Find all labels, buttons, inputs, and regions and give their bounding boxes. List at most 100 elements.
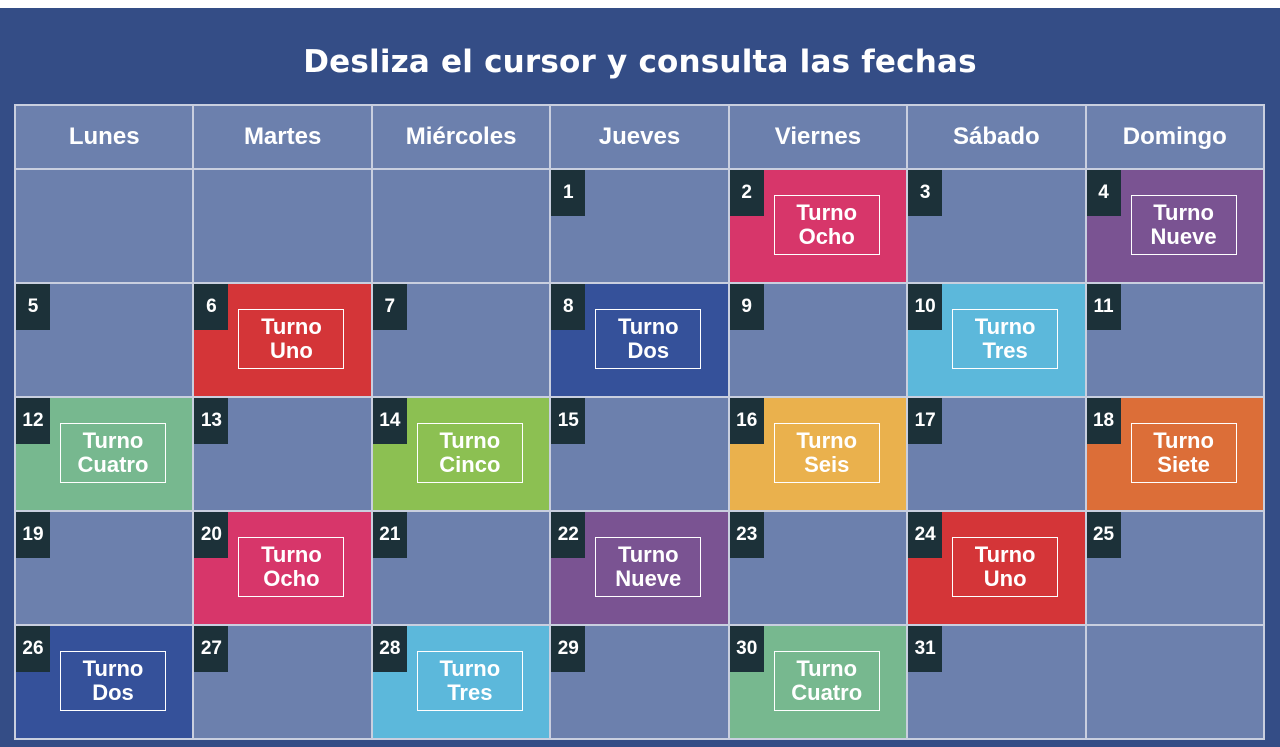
day-number: 1 (551, 170, 586, 216)
shift-label-line: Nueve (615, 566, 682, 591)
shift-label[interactable]: Turno Nueve (595, 537, 702, 597)
day-cell[interactable]: 6 Turno Uno (194, 284, 371, 396)
day-number: 3 (908, 170, 943, 216)
day-number: 25 (1086, 512, 1121, 558)
shift-label-line: Uno (270, 338, 313, 363)
shift-label-line: Turno (439, 428, 501, 453)
top-strip (0, 0, 1280, 8)
shift-label-line: Dos (627, 338, 670, 363)
shift-label-line: Siete (1157, 452, 1210, 477)
weekday-header-domingo: Domingo (1086, 106, 1263, 168)
day-number: 6 (194, 284, 229, 330)
day-cell[interactable]: 4 Turno Nueve (1086, 170, 1263, 282)
day-number: 4 (1086, 170, 1121, 216)
shift-label[interactable]: Turno Cuatro (773, 651, 880, 711)
day-number: 18 (1086, 398, 1121, 444)
day-number: 5 (16, 284, 50, 330)
day-cell[interactable]: 14 Turno Cinco (372, 398, 550, 510)
day-cell: 5 (16, 284, 193, 396)
empty-day-cell (16, 170, 193, 282)
day-number: 22 (551, 512, 586, 558)
day-cell[interactable]: 20 Turno Ocho (194, 512, 371, 624)
day-number: 28 (372, 626, 407, 672)
shift-label-line: Turno (796, 428, 858, 453)
shift-label[interactable]: Turno Cinco (416, 423, 523, 483)
day-number: 9 (729, 284, 764, 330)
day-cell[interactable]: 2 Turno Ocho (729, 170, 907, 282)
day-number: 19 (16, 512, 50, 558)
day-number: 27 (194, 626, 229, 672)
shift-label-line: Turno (1153, 428, 1214, 453)
day-number: 13 (194, 398, 229, 444)
day-number: 2 (729, 170, 764, 216)
shift-label-line: Turno (82, 428, 144, 453)
empty-day-cell (372, 170, 550, 282)
day-cell[interactable]: 24 Turno Uno (908, 512, 1085, 624)
shift-label-line: Turno (617, 542, 679, 567)
shift-label-line: Ocho (798, 224, 855, 249)
day-number: 21 (372, 512, 407, 558)
weekday-header-jueves: Jueves (551, 106, 728, 168)
day-cell: 29 (551, 626, 728, 738)
shift-label[interactable]: Turno Dos (595, 309, 702, 369)
empty-day-cell (1086, 626, 1263, 738)
day-number: 26 (16, 626, 50, 672)
shift-label[interactable]: Turno Cuatro (60, 423, 166, 483)
day-number: 16 (729, 398, 764, 444)
day-number: 14 (372, 398, 407, 444)
day-cell[interactable]: 8 Turno Dos (551, 284, 728, 396)
day-cell[interactable]: 18 Turno Siete (1086, 398, 1263, 510)
day-cell: 13 (194, 398, 371, 510)
shift-label[interactable]: Turno Ocho (773, 195, 880, 255)
shift-label-line: Turno (261, 314, 322, 339)
day-cell[interactable]: 26 Turno Dos (16, 626, 193, 738)
shift-label[interactable]: Turno Uno (238, 309, 345, 369)
shift-label-line: Ocho (263, 566, 320, 591)
shift-label-line: Turno (617, 314, 679, 339)
day-cell[interactable]: 28 Turno Tres (372, 626, 550, 738)
shift-label[interactable]: Turno Siete (1130, 423, 1237, 483)
day-number: 24 (908, 512, 943, 558)
shift-label-line: Nueve (1150, 224, 1217, 249)
day-cell: 21 (372, 512, 550, 624)
weekday-header-viernes: Viernes (729, 106, 907, 168)
shift-label[interactable]: Turno Tres (416, 651, 523, 711)
day-cell: 23 (729, 512, 907, 624)
shift-label[interactable]: Turno Tres (952, 309, 1059, 369)
shift-label[interactable]: Turno Seis (773, 423, 880, 483)
empty-day-cell (194, 170, 371, 282)
weekday-header-miercoles: Miércoles (372, 106, 550, 168)
day-cell[interactable]: 30 Turno Cuatro (729, 626, 907, 738)
day-cell: 27 (194, 626, 371, 738)
day-cell: 7 (372, 284, 550, 396)
shift-label-line: Cuatro (77, 452, 149, 477)
weekday-header-lunes: Lunes (16, 106, 193, 168)
day-cell[interactable]: 10 Turno Tres (908, 284, 1085, 396)
shift-label[interactable]: Turno Ocho (238, 537, 345, 597)
shift-label-line: Turno (261, 542, 322, 567)
day-cell: 25 (1086, 512, 1263, 624)
day-cell: 17 (908, 398, 1085, 510)
day-number: 15 (551, 398, 586, 444)
day-cell[interactable]: 16 Turno Seis (729, 398, 907, 510)
day-cell: 19 (16, 512, 193, 624)
shift-label-line: Turno (796, 200, 858, 225)
shift-label-line: Seis (804, 452, 850, 477)
day-number: 12 (16, 398, 50, 444)
shift-label[interactable]: Turno Nueve (1130, 195, 1237, 255)
day-number: 31 (908, 626, 943, 672)
shift-label-line: Cuatro (791, 680, 863, 705)
day-cell: 9 (729, 284, 907, 396)
day-cell: 31 (908, 626, 1085, 738)
calendar-grid: Lunes Martes Miércoles Jueves Viernes Sá… (14, 104, 1265, 740)
shift-label-line: Turno (974, 314, 1036, 339)
shift-label-line: Turno (974, 542, 1036, 567)
shift-label[interactable]: Turno Dos (60, 651, 166, 711)
day-cell[interactable]: 12 Turno Cuatro (16, 398, 193, 510)
day-cell[interactable]: 22 Turno Nueve (551, 512, 728, 624)
shift-label-line: Tres (982, 338, 1028, 363)
day-number: 30 (729, 626, 764, 672)
shift-label[interactable]: Turno Uno (952, 537, 1059, 597)
day-number: 8 (551, 284, 586, 330)
shift-label-line: Turno (439, 656, 501, 681)
